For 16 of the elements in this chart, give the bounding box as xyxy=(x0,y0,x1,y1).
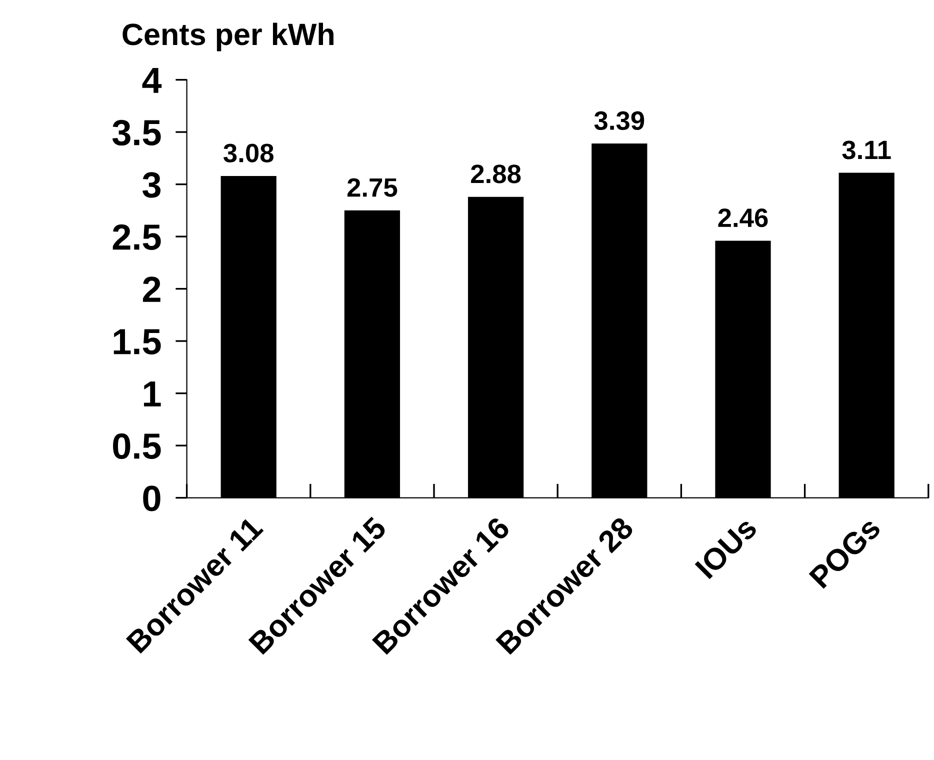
data-label: 3.11 xyxy=(842,140,891,160)
y-tick-label: 1 xyxy=(144,382,161,406)
y-axis-title: Cents per kWh xyxy=(122,22,334,52)
y-tick-label: 4 xyxy=(142,68,162,93)
data-label: 3.39 xyxy=(594,111,644,130)
data-label: 2.46 xyxy=(718,208,768,228)
data-label: 3.08 xyxy=(224,144,274,162)
y-tick-label: 2.5 xyxy=(112,224,161,250)
y-tick-label: 1.5 xyxy=(114,329,161,354)
data-label: 2.88 xyxy=(471,164,521,184)
y-tick-label: 0 xyxy=(143,486,160,512)
y-tick-label: 3.5 xyxy=(112,120,161,146)
data-label: 2.75 xyxy=(347,178,398,197)
y-tick-label: 0.5 xyxy=(113,433,161,459)
y-tick-label: 2 xyxy=(142,276,160,302)
y-tick-label: 3 xyxy=(142,172,160,198)
